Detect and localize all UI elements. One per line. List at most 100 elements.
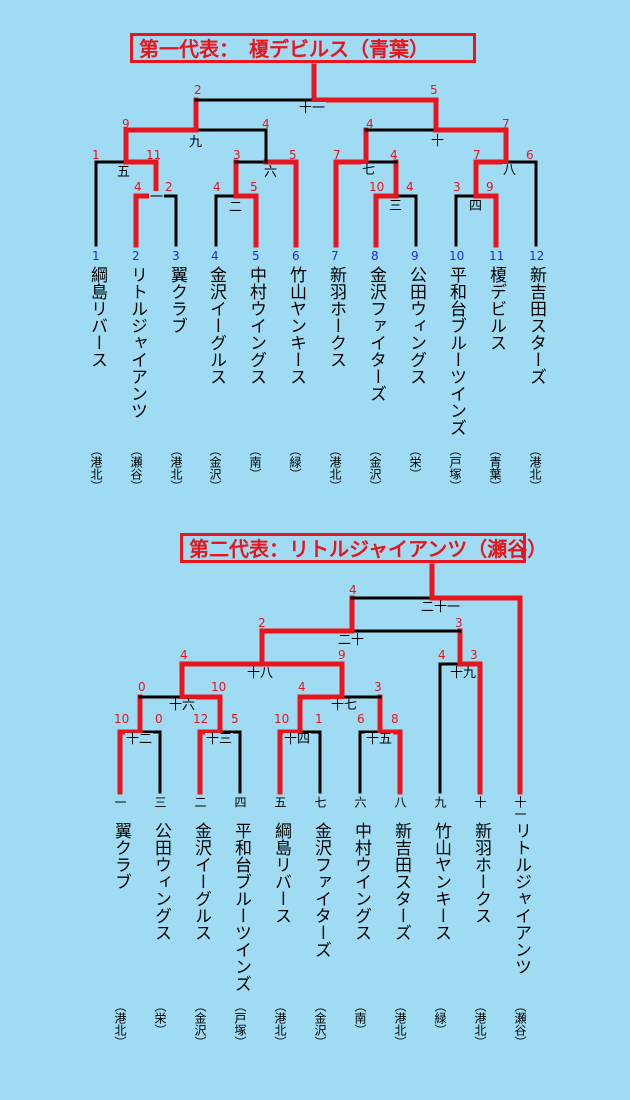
- team-position: 八: [393, 796, 407, 808]
- score: 12: [193, 712, 209, 726]
- team-area: （青葉）: [488, 444, 502, 492]
- score: 2: [165, 180, 173, 194]
- match-label: 五: [116, 165, 132, 180]
- match-label: 十四: [283, 732, 312, 747]
- team-seed: 7: [331, 249, 339, 263]
- team-name: 竹山ヤンキース: [431, 822, 451, 941]
- score: 4: [390, 148, 398, 162]
- team-seed: 9: [411, 249, 419, 263]
- score: 4: [213, 180, 221, 194]
- team-seed: 6: [292, 249, 300, 263]
- score: 7: [333, 148, 341, 162]
- team-name: 翼クラブ: [111, 822, 131, 890]
- match-label: 六: [263, 165, 279, 180]
- team-seed: 11: [489, 249, 505, 263]
- score: 1: [92, 148, 100, 162]
- match-label: 九: [188, 135, 204, 150]
- score: 7: [473, 148, 481, 162]
- score: 10: [369, 180, 385, 194]
- score: 5: [250, 180, 258, 194]
- team-position: 九: [433, 796, 447, 808]
- team-position: 十: [473, 796, 487, 808]
- score: 4: [134, 180, 142, 194]
- team-seed: 2: [132, 249, 140, 263]
- team-area: （瀬谷）: [513, 1000, 527, 1048]
- match-label: 十三: [205, 732, 234, 747]
- match-label: 十六: [168, 698, 197, 713]
- score: 4: [366, 117, 374, 131]
- team-area: （港北）: [273, 1000, 287, 1048]
- score: 9: [338, 648, 346, 662]
- team-seed: 12: [529, 249, 545, 263]
- team-area: （港北）: [89, 444, 103, 492]
- team-seed: 10: [449, 249, 465, 263]
- team-name: 翼クラブ: [167, 266, 187, 334]
- score: 4: [180, 648, 188, 662]
- team-name: 中村ウイングス: [246, 266, 266, 385]
- team-area: （港北）: [113, 1000, 127, 1048]
- team-seed: 4: [211, 249, 219, 263]
- team-position: 二: [193, 796, 207, 808]
- score: 9: [486, 180, 494, 194]
- match-label: 十二: [125, 732, 154, 747]
- team-area: （港北）: [328, 444, 342, 492]
- score: 3: [453, 180, 461, 194]
- match-label: 二: [228, 200, 244, 215]
- team-name: リトルジャイアンツ: [127, 266, 147, 419]
- score: 6: [526, 148, 534, 162]
- team-position: 四: [233, 796, 247, 808]
- match-label: 十一: [298, 101, 327, 116]
- team-name: リトルジャイアンツ: [511, 822, 531, 975]
- team-seed: 8: [371, 249, 379, 263]
- score: 9: [122, 117, 130, 131]
- team-name: 竹山ヤンキース: [286, 266, 306, 385]
- team-seed: 3: [172, 249, 180, 263]
- score: 4: [349, 583, 357, 597]
- match-label: 十八: [246, 666, 275, 681]
- team-name: 平和台ブルーツインズ: [231, 822, 251, 992]
- score: 5: [231, 712, 239, 726]
- team-name: 中村ウイングス: [351, 822, 371, 941]
- score: 0: [155, 712, 163, 726]
- score: 1: [315, 712, 323, 726]
- team-area: （港北）: [393, 1000, 407, 1048]
- team-position: 五: [273, 796, 287, 808]
- score: 4: [298, 680, 306, 694]
- team-area: （栄）: [408, 444, 422, 480]
- team-area: （栄）: [153, 1000, 167, 1036]
- score: 3: [455, 616, 463, 630]
- team-position: 十一: [513, 796, 527, 820]
- score: 2: [258, 616, 266, 630]
- team-area: （戸塚）: [448, 444, 462, 492]
- team-name: 榎デビルス: [486, 266, 506, 351]
- team-seed: 1: [92, 249, 100, 263]
- match-label: 十七: [330, 698, 359, 713]
- team-area: （南）: [248, 444, 262, 480]
- match-label: 十九: [449, 666, 478, 681]
- score: 5: [289, 148, 297, 162]
- team-name: 綱島リバース: [271, 822, 291, 924]
- score: 8: [391, 712, 399, 726]
- score: 3: [470, 648, 478, 662]
- team-name: 新羽ホークス: [471, 822, 491, 924]
- score: 10: [114, 712, 130, 726]
- match-label: 四: [468, 199, 484, 214]
- score: 10: [274, 712, 290, 726]
- team-area: （南）: [353, 1000, 367, 1036]
- team-area: （金沢）: [208, 444, 222, 492]
- team-name: 金沢ファイターズ: [311, 822, 331, 958]
- team-area: （港北）: [169, 444, 183, 492]
- team-name: 平和台ブルーツインズ: [446, 266, 466, 436]
- team-name: 金沢ファイターズ: [366, 266, 386, 402]
- match-label: 八: [502, 163, 518, 178]
- score: 4: [262, 117, 270, 131]
- score: 5: [430, 83, 438, 97]
- team-area: （金沢）: [368, 444, 382, 492]
- match-label: 二十一: [420, 600, 462, 615]
- team-area: （戸塚）: [233, 1000, 247, 1048]
- team-name: 綱島リバース: [87, 266, 107, 368]
- team-name: 公田ウィングス: [151, 822, 171, 941]
- score: 3: [233, 148, 241, 162]
- bracket1-title: 第一代表： 榎デビルス（青葉）: [130, 33, 476, 63]
